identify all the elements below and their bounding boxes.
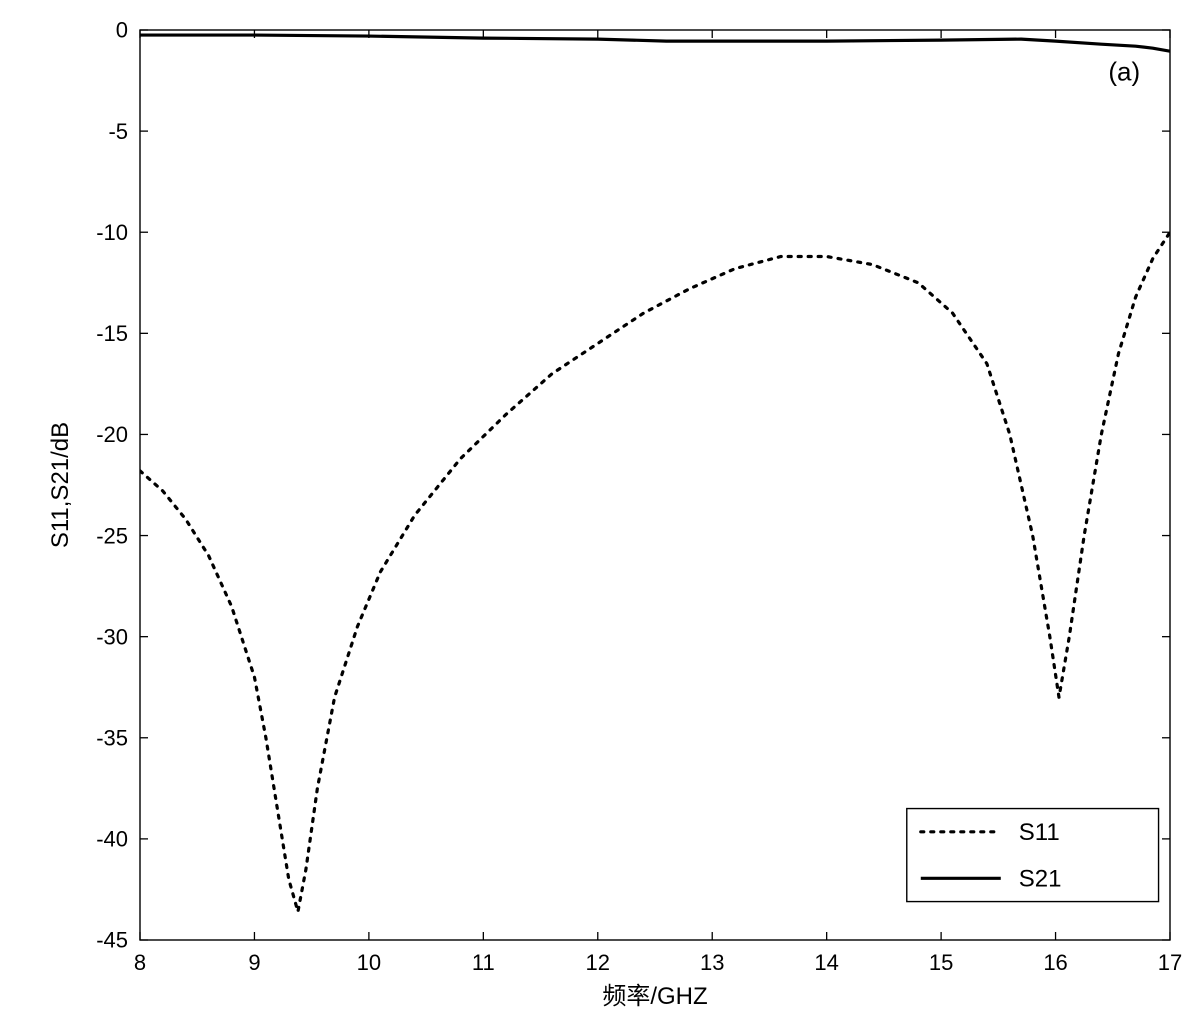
chart-svg: 8 9 10 11 12 13 14 15 16 17 -45 -40 -35 -30 -25 -20 -15 -… — [0, 0, 1191, 1032]
x-axis-label: 频率/GHZ — [602, 983, 707, 1010]
y-tick-label: -25 — [96, 523, 128, 548]
legend-label: S11 — [1019, 819, 1060, 846]
panel-annotation: (a) — [1108, 57, 1140, 87]
s-parameter-chart: 8 9 10 11 12 13 14 15 16 17 -45 -40 -35 -30 -25 -20 -15 -… — [0, 0, 1191, 1032]
x-tick-label: 17 — [1158, 950, 1182, 975]
x-tick-label: 16 — [1043, 950, 1067, 975]
y-tick-label: -5 — [108, 119, 128, 144]
legend-label: S21 — [1019, 866, 1062, 893]
y-tick-label: -35 — [96, 725, 128, 750]
x-tick-label: 8 — [134, 950, 146, 975]
x-tick-label: 14 — [814, 950, 838, 975]
x-tick-label: 9 — [248, 950, 260, 975]
y-tick-label: 0 — [116, 18, 128, 43]
y-axis-label: S11,S21/dB — [47, 422, 74, 548]
x-tick-label: 13 — [700, 950, 724, 975]
y-tick-label: -20 — [96, 422, 128, 447]
y-tick-label: -40 — [96, 827, 128, 852]
x-tick-label: 15 — [929, 950, 953, 975]
y-tick-label: -30 — [96, 624, 128, 649]
y-tick-label: -15 — [96, 321, 128, 346]
x-tick-label: 10 — [357, 950, 381, 975]
x-tick-label: 11 — [472, 950, 495, 975]
y-tick-label: -45 — [96, 928, 128, 953]
y-tick-label: -10 — [96, 220, 128, 245]
x-tick-label: 12 — [586, 950, 610, 975]
